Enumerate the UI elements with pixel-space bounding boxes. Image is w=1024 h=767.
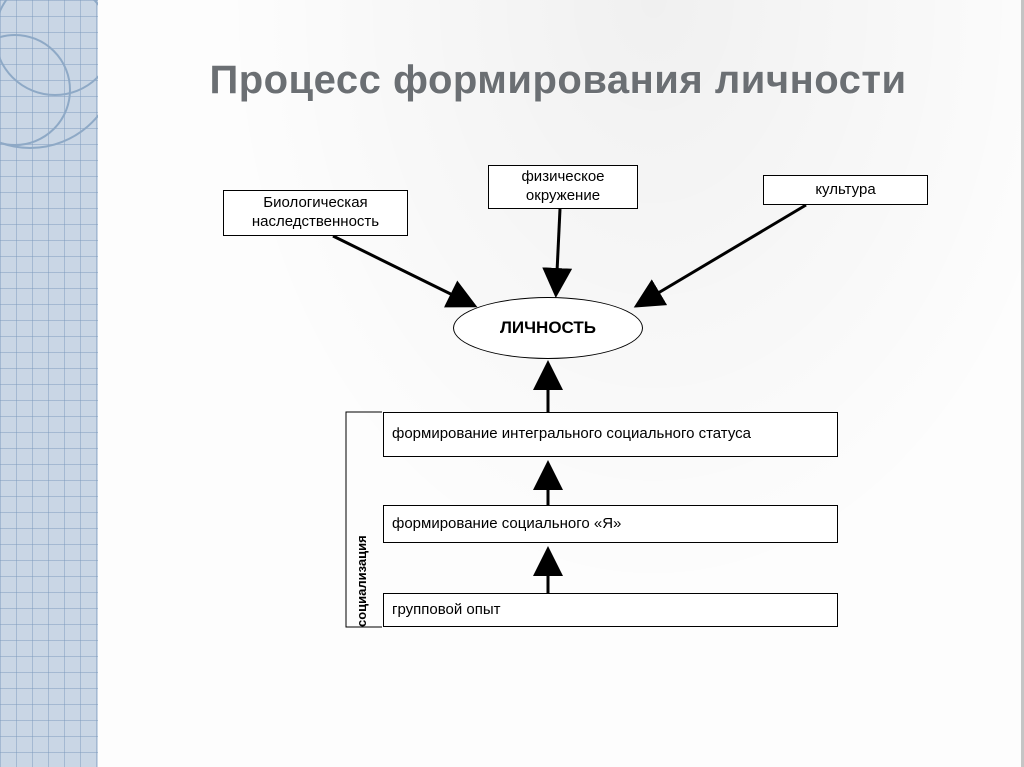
slide-area: Процесс формирования личности Биологичес… — [98, 0, 1024, 767]
arrow-culture-to-center — [638, 205, 806, 305]
node-phys: физическоеокружение — [488, 165, 638, 209]
sidebar-grid — [0, 0, 98, 767]
arrow-phys-to-center — [556, 209, 560, 293]
node-center: ЛИЧНОСТЬ — [453, 297, 643, 359]
node-bio: Биологическаянаследственность — [223, 190, 408, 236]
node-culture: культура — [763, 175, 928, 205]
node-soc3: групповой опыт — [383, 593, 838, 627]
slide-title: Процесс формирования личности — [108, 58, 1008, 103]
node-soc1: формирование интегрального социального с… — [383, 412, 838, 457]
arrow-bio-to-center — [333, 236, 473, 305]
node-soc2: формирование социального «Я» — [383, 505, 838, 543]
socialization-label: социализация — [354, 412, 369, 627]
diagram: Биологическаянаследственность физическоео… — [158, 165, 978, 705]
